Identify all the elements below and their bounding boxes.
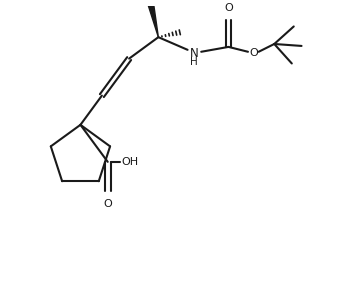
Text: O: O (249, 48, 258, 58)
Text: O: O (224, 3, 233, 13)
Polygon shape (148, 3, 158, 37)
Text: OH: OH (121, 157, 139, 167)
Text: N: N (190, 47, 198, 60)
Text: H: H (190, 57, 197, 66)
Text: O: O (103, 199, 112, 209)
